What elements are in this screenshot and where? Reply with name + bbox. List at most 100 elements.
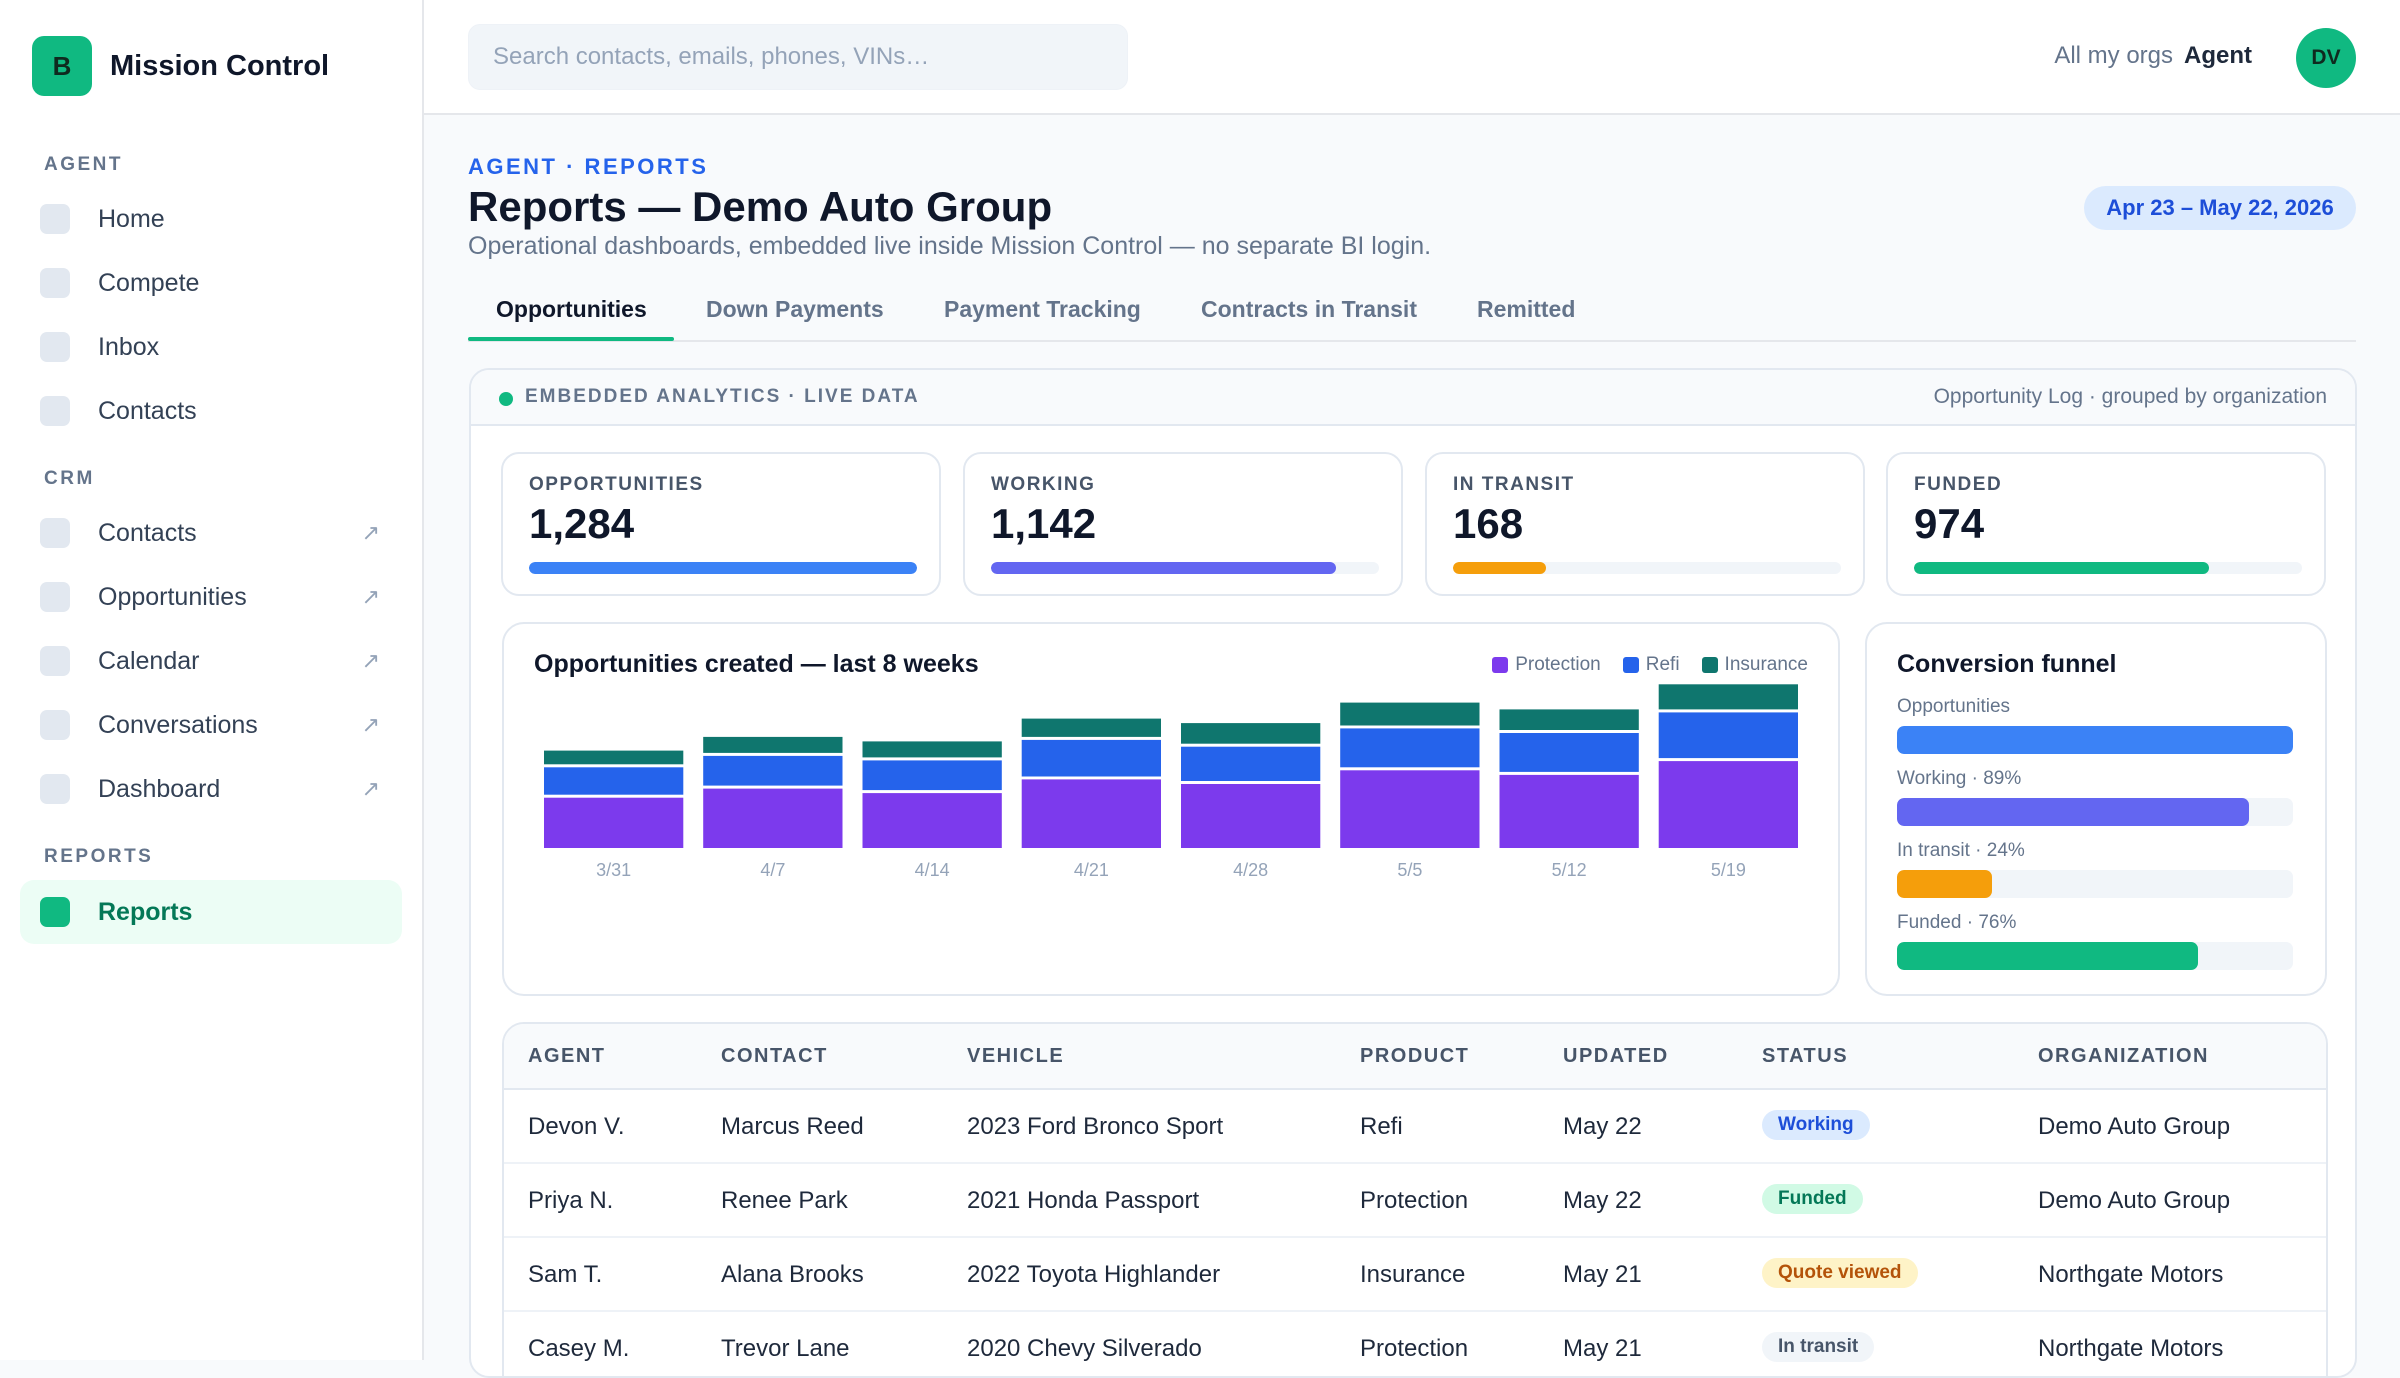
cell-contact: Renee Park [721, 1187, 848, 1214]
panel-status-bar: EMBEDDED ANALYTICS · LIVE DATA Opportuni… [471, 370, 2355, 426]
kpi-value: 168 [1453, 500, 1524, 547]
sidebar-item-compete[interactable]: Compete [20, 251, 402, 315]
sidebar-item-dashboard[interactable]: Dashboard ↗ [20, 757, 402, 821]
table-row[interactable]: Priya N. Renee Park 2021 Honda Passport … [504, 1164, 2326, 1238]
legend-item-refi: Refi [1622, 654, 1680, 676]
table-row[interactable]: Sam T. Alana Brooks 2022 Toyota Highland… [504, 1238, 2326, 1312]
external-link-icon: ↗ [361, 776, 380, 801]
bar-protection-5-5 [1340, 770, 1480, 848]
cell-updated: May 21 [1563, 1261, 1642, 1288]
bar-refi-4-21 [1021, 739, 1161, 777]
funnel-label: Funded · 76% [1897, 912, 2017, 933]
table-header: AGENT CONTACT VEHICLE PRODUCT UPDATED ST… [504, 1024, 2326, 1090]
funnel-track [1897, 870, 2293, 898]
opportunity-log-table: AGENT CONTACT VEHICLE PRODUCT UPDATED ST… [502, 1022, 2328, 1376]
column-header-agent[interactable]: AGENT [528, 1045, 606, 1067]
home-icon [40, 204, 70, 234]
bar-refi-5-5 [1340, 728, 1480, 768]
kpi-label: IN TRANSIT [1453, 474, 1575, 495]
kpi-progress-track [1453, 562, 1841, 574]
avatar[interactable]: DV [2296, 28, 2356, 88]
tab-opportunities[interactable]: Opportunities [496, 296, 647, 322]
funnel-row-in-transit: In transit · 24% [1897, 840, 2293, 898]
cell-organization: Northgate Motors [2038, 1335, 2224, 1362]
tab-contracts-in-transit[interactable]: Contracts in Transit [1201, 296, 1417, 322]
status-badge: Working [1762, 1110, 1870, 1140]
funnel-fill [1897, 798, 2250, 826]
sidebar-item-home[interactable]: Home [20, 187, 402, 251]
funnel-fill [1897, 942, 2198, 970]
funnel-label: In transit · 24% [1897, 840, 2025, 861]
funnel-fill [1897, 870, 1993, 898]
report-tabs: Opportunities Down Payments Payment Trac… [468, 280, 2356, 342]
cell-vehicle: 2023 Ford Bronco Sport [967, 1113, 1224, 1140]
legend-swatch [1622, 657, 1639, 673]
sidebar-item-label: Calendar [98, 646, 200, 675]
cell-organization: Demo Auto Group [2038, 1113, 2231, 1140]
column-header-product[interactable]: PRODUCT [1360, 1045, 1470, 1067]
sidebar-item-label: Conversations [98, 710, 258, 739]
conversations-icon [40, 710, 70, 740]
sidebar-item-reports[interactable]: Reports [20, 880, 402, 944]
cell-organization: Demo Auto Group [2038, 1187, 2231, 1214]
kpi-label: WORKING [991, 474, 1096, 495]
funnel-row-funded: Funded · 76% [1897, 912, 2293, 970]
bar-insurance-5-5 [1340, 702, 1480, 726]
tab-down-payments[interactable]: Down Payments [706, 296, 884, 322]
bar-insurance-4-28 [1181, 723, 1321, 744]
contacts-icon [40, 396, 70, 426]
cell-organization: Northgate Motors [2038, 1261, 2224, 1288]
search-input[interactable]: Search contacts, emails, phones, VINs… [468, 24, 1128, 90]
sidebar-item-crm-contacts[interactable]: Contacts ↗ [20, 501, 402, 565]
brand[interactable]: B Mission Control [32, 36, 329, 96]
legend-swatch [1492, 657, 1509, 673]
status-badge: In transit [1762, 1332, 1875, 1362]
legend-label: Insurance [1724, 654, 1808, 675]
date-range-picker[interactable]: Apr 23 – May 22, 2026 [2084, 186, 2356, 230]
sidebar-item-opportunities[interactable]: Opportunities ↗ [20, 565, 402, 629]
column-header-vehicle[interactable]: VEHICLE [967, 1045, 1065, 1067]
funnel-track [1897, 942, 2293, 970]
sidebar-item-label: Reports [98, 897, 193, 926]
org-switcher[interactable]: All my orgs [2054, 42, 2173, 69]
column-header-contact[interactable]: CONTACT [721, 1045, 828, 1067]
funnel-label: Working · 89% [1897, 768, 2022, 789]
chart-card: 3/31 4/7 4/14 4/21 4/28 5/5 5/12 5/19 Opportuni… [502, 622, 1840, 996]
kpi-progress-fill [991, 562, 1337, 574]
page-title: Reports — Demo Auto Group [468, 183, 1053, 230]
live-indicator-icon [499, 392, 513, 406]
table-row[interactable]: Casey M. Trevor Lane 2020 Chevy Silverad… [504, 1312, 2326, 1376]
sidebar-item-conversations[interactable]: Conversations ↗ [20, 693, 402, 757]
bar-protection-4-14 [862, 793, 1002, 848]
dashboard-icon [40, 774, 70, 804]
bar-insurance-4-7 [703, 736, 843, 753]
status-badge: Quote viewed [1762, 1258, 1918, 1288]
opportunities-icon [40, 582, 70, 612]
role-label[interactable]: Agent [2184, 42, 2252, 69]
bar-protection-5-12 [1499, 774, 1639, 848]
sidebar-item-label: Inbox [98, 332, 160, 361]
external-link-icon: ↗ [361, 712, 380, 737]
tab-payment-tracking[interactable]: Payment Tracking [944, 296, 1141, 322]
sidebar-item-inbox[interactable]: Inbox [20, 315, 402, 379]
sidebar-item-calendar[interactable]: Calendar ↗ [20, 629, 402, 693]
bar-insurance-4-21 [1021, 718, 1161, 737]
opportunities-bar-chart: 3/31 4/7 4/14 4/21 4/28 5/5 5/12 5/19 [544, 684, 1798, 880]
tab-remitted[interactable]: Remitted [1477, 296, 1576, 322]
bar-refi-4-28 [1181, 746, 1321, 781]
cell-vehicle: 2022 Toyota Highlander [967, 1261, 1221, 1288]
nav-section-agent: AGENT [44, 154, 123, 175]
bar-refi-3-31 [544, 767, 684, 795]
column-header-status[interactable]: STATUS [1762, 1045, 1849, 1067]
column-header-organization[interactable]: ORGANIZATION [2038, 1045, 2209, 1067]
cell-product: Protection [1360, 1187, 1469, 1214]
x-tick-label: 3/31 [596, 860, 631, 880]
table-row[interactable]: Devon V. Marcus Reed 2023 Ford Bronco Sp… [504, 1090, 2326, 1164]
sidebar-item-contacts[interactable]: Contacts [20, 379, 402, 443]
app-name: Mission Control [110, 49, 330, 82]
top-bar: Search contacts, emails, phones, VINs… A… [424, 0, 2400, 115]
cell-contact: Trevor Lane [721, 1335, 850, 1362]
column-header-updated[interactable]: UPDATED [1563, 1045, 1669, 1067]
x-tick-label: 4/14 [915, 860, 950, 880]
sidebar-item-label: Dashboard [98, 774, 221, 803]
